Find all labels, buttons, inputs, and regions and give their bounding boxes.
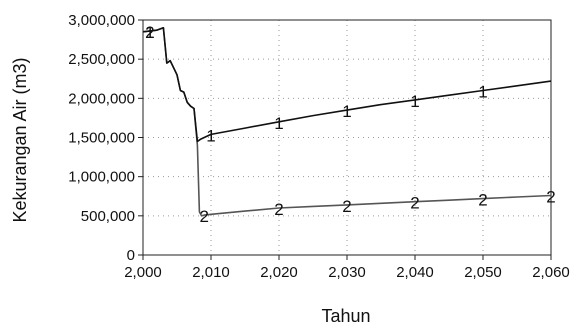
series-2-marker: 2 [342, 197, 351, 216]
series-1-marker: 1 [478, 83, 487, 102]
x-tick-label: 2,010 [192, 264, 230, 281]
y-axis-title: Kekurangan Air (m3) [10, 57, 30, 222]
x-axis-title: Tahun [321, 306, 370, 326]
series-1-marker: 1 [145, 23, 154, 42]
y-tick-label: 2,000,000 [68, 90, 135, 107]
series-1-marker: 1 [410, 92, 419, 111]
axis-labels: Tahun Kekurangan Air (m3) [10, 57, 371, 326]
series-2-marker: 2 [145, 23, 154, 42]
series-2-marker: 2 [478, 191, 487, 210]
series-2-marker: 2 [410, 194, 419, 213]
y-tick-label: 2,500,000 [68, 51, 135, 68]
series-2-marker: 2 [274, 200, 283, 219]
x-tick-label: 2,040 [396, 264, 434, 281]
x-tick-label: 2,060 [532, 264, 570, 281]
y-tick-label: 3,000,000 [68, 12, 135, 29]
x-tick-label: 2,020 [260, 264, 298, 281]
y-tick-label: 0 [127, 247, 135, 264]
x-tick-label: 2,000 [124, 264, 162, 281]
grid [143, 20, 551, 255]
y-tick-label: 1,000,000 [68, 169, 135, 186]
series-2-marker: 2 [199, 207, 208, 226]
series-line-1 [142, 27, 552, 143]
series-1-marker: 1 [206, 126, 215, 145]
y-tick-label: 500,000 [81, 208, 135, 225]
series-1: 1 1 1 1 1 1 [142, 23, 552, 145]
x-tick-label: 2,050 [464, 264, 502, 281]
series-1-marker: 1 [342, 102, 351, 121]
series-2-marker: 2 [546, 187, 555, 206]
y-tick-label: 1,500,000 [68, 130, 135, 147]
axis-ticks: 2,000 2,010 2,020 2,030 2,040 2,050 2,060 0 500,… [68, 12, 570, 281]
x-tick-label: 2,030 [328, 264, 366, 281]
series-1-marker: 1 [274, 114, 283, 133]
series-2: 2 2 2 2 2 2 2 [142, 23, 556, 226]
series-line-2 [142, 27, 552, 217]
